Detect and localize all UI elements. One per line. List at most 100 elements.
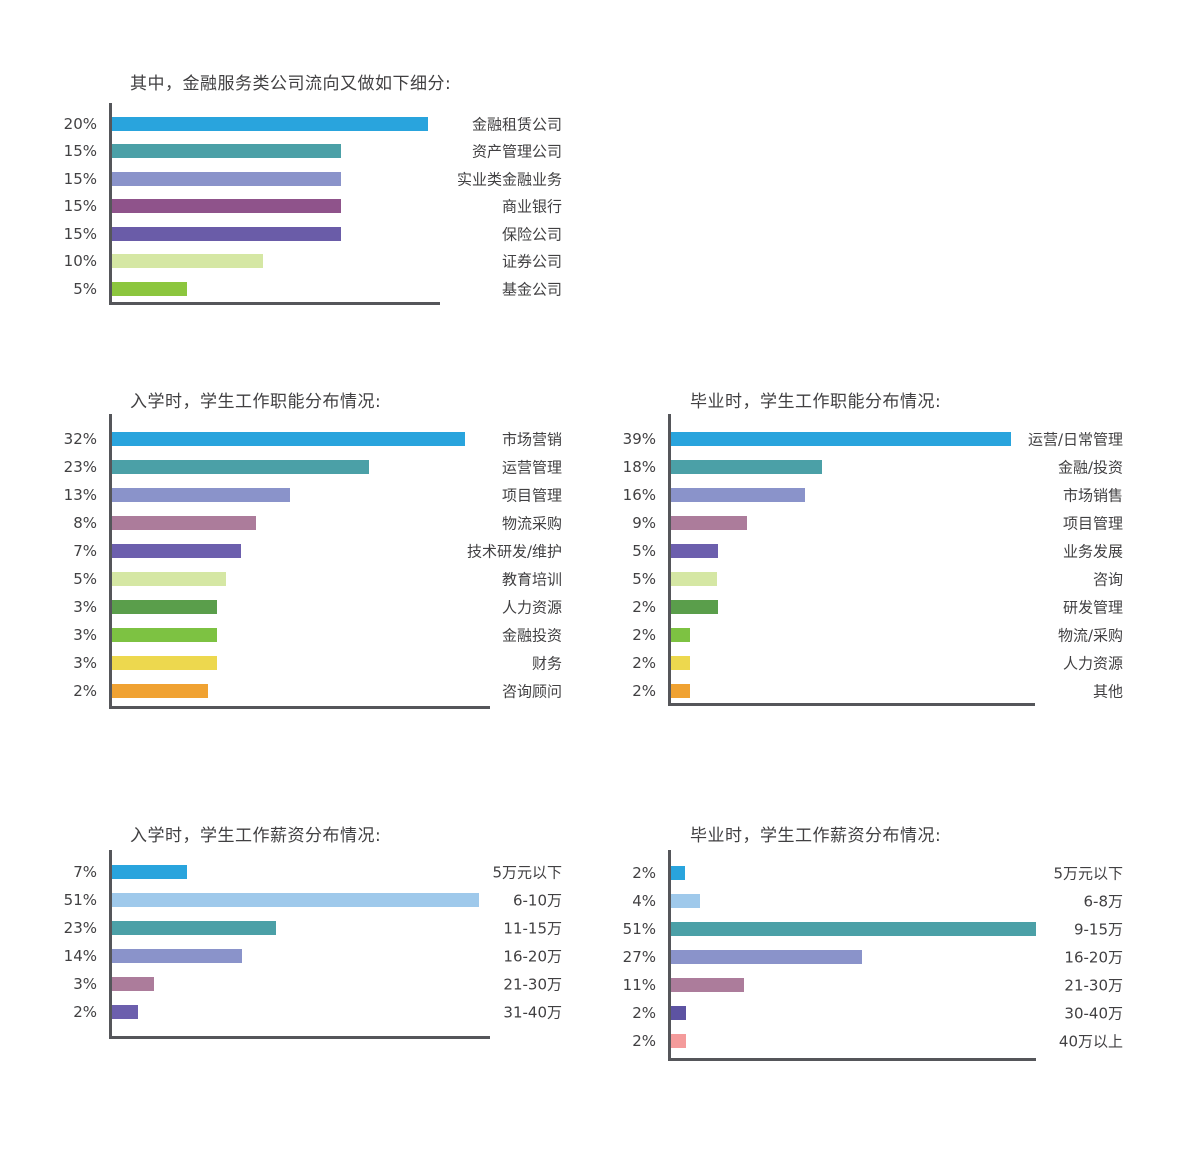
- bar-row: 23% 11-15万: [37, 914, 562, 942]
- x-axis-line: [109, 1036, 490, 1039]
- bar-row: 3% 人力资源: [37, 593, 562, 621]
- value-label: 5%: [632, 542, 656, 560]
- category-label: 咨询: [1092, 570, 1123, 589]
- value-label: 32%: [63, 430, 97, 448]
- category-label: 金融/投资: [1057, 458, 1123, 477]
- bar: [671, 656, 690, 670]
- bar-row: 3% 21-30万: [37, 970, 562, 998]
- category-label: 市场销售: [1062, 486, 1123, 505]
- value-label: 2%: [632, 1004, 656, 1022]
- value-label: 2%: [632, 626, 656, 644]
- category-label: 5万元以下: [1053, 864, 1123, 883]
- value-label: 5%: [632, 570, 656, 588]
- bar: [671, 488, 805, 502]
- bar: [112, 226, 341, 241]
- bar-row: 16% 市场销售: [596, 481, 1123, 509]
- bar: [671, 460, 822, 474]
- value-label: 15%: [63, 142, 97, 161]
- bar-row: 15% 保险公司: [37, 220, 562, 248]
- chart-title: 其中，金融服务类公司流向又做如下细分:: [130, 74, 452, 94]
- bar-row: 15% 实业类金融业务: [37, 165, 562, 193]
- bar: [112, 893, 479, 907]
- category-label: 人力资源: [1062, 654, 1123, 673]
- bar: [112, 684, 208, 698]
- y-axis-line: [109, 850, 112, 1039]
- category-label: 技术研发/维护: [466, 542, 562, 561]
- value-label: 2%: [632, 682, 656, 700]
- bar-row: 15% 资产管理公司: [37, 138, 562, 166]
- category-label: 项目管理: [501, 486, 562, 505]
- category-label: 商业银行: [501, 197, 562, 216]
- category-label: 运营管理: [501, 458, 562, 477]
- value-label: 5%: [73, 570, 97, 588]
- category-label: 21-30万: [503, 975, 562, 994]
- bar: [112, 656, 217, 670]
- bar: [671, 866, 685, 880]
- y-axis-line: [109, 103, 112, 305]
- bar-row: 2% 31-40万: [37, 998, 562, 1026]
- category-label: 教育培训: [501, 570, 562, 589]
- bar-row: 32% 市场营销: [37, 425, 562, 453]
- value-label: 18%: [622, 458, 656, 476]
- bar-row: 2% 30-40万: [596, 999, 1123, 1027]
- bar-row: 5% 业务发展: [596, 537, 1123, 565]
- bar: [112, 572, 226, 586]
- value-label: 2%: [632, 654, 656, 672]
- category-label: 40万以上: [1058, 1032, 1123, 1051]
- bar-row: 9% 项目管理: [596, 509, 1123, 537]
- value-label: 13%: [63, 486, 97, 504]
- category-label: 证券公司: [501, 252, 562, 271]
- category-label: 资产管理公司: [471, 142, 562, 161]
- bar: [671, 516, 747, 530]
- value-label: 15%: [63, 197, 97, 216]
- bar-row: 51% 9-15万: [596, 915, 1123, 943]
- bar: [112, 921, 276, 935]
- value-label: 23%: [63, 458, 97, 476]
- bar: [671, 544, 718, 558]
- x-axis-line: [668, 1058, 1036, 1061]
- bar-row: 2% 研发管理: [596, 593, 1123, 621]
- category-label: 实业类金融业务: [456, 170, 562, 189]
- bar: [112, 628, 217, 642]
- category-label: 21-30万: [1064, 976, 1123, 995]
- bar: [671, 1034, 686, 1048]
- bar: [671, 628, 690, 642]
- category-label: 6-8万: [1083, 892, 1124, 911]
- category-label: 11-15万: [503, 919, 562, 938]
- value-label: 4%: [632, 892, 656, 910]
- bar-rows: 32% 市场营销 23% 运营管理 13% 项目管理 8% 物流采购 7% 技术研发/维护 5% 教育…: [37, 425, 562, 705]
- value-label: 15%: [63, 169, 97, 188]
- bar-row: 18% 金融/投资: [596, 453, 1123, 481]
- value-label: 20%: [63, 114, 97, 133]
- category-label: 其他: [1092, 682, 1123, 701]
- bar: [112, 254, 263, 269]
- value-label: 10%: [63, 252, 97, 271]
- bar-row: 2% 其他: [596, 677, 1123, 705]
- bar-row: 2% 40万以上: [596, 1027, 1123, 1055]
- value-label: 3%: [73, 654, 97, 672]
- category-label: 人力资源: [501, 598, 562, 617]
- bar-row: 7% 5万元以下: [37, 858, 562, 886]
- bar-row: 7% 技术研发/维护: [37, 537, 562, 565]
- chart-job-function-at-enrollment: 入学时，学生工作职能分布情况: 32% 市场营销 23% 运营管理 13% 项目管理 8% 物…: [37, 387, 562, 717]
- value-label: 8%: [73, 514, 97, 532]
- chart-title: 入学时，学生工作职能分布情况:: [130, 392, 382, 412]
- bar-row: 4% 6-8万: [596, 887, 1123, 915]
- value-label: 16%: [622, 486, 656, 504]
- chart-title: 毕业时，学生工作职能分布情况:: [690, 392, 942, 412]
- value-label: 27%: [622, 948, 656, 966]
- x-axis-line: [668, 703, 1035, 706]
- value-label: 3%: [73, 626, 97, 644]
- chart-title: 毕业时，学生工作薪资分布情况:: [690, 826, 942, 846]
- bar: [112, 171, 341, 186]
- bar-row: 51% 6-10万: [37, 886, 562, 914]
- bar-rows: 20% 金融租赁公司 15% 资产管理公司 15% 实业类金融业务 15% 商业银行 15% 保险…: [37, 110, 562, 303]
- bar-row: 2% 物流/采购: [596, 621, 1123, 649]
- bar: [112, 516, 256, 530]
- bar: [112, 281, 187, 296]
- bar: [112, 600, 217, 614]
- bar: [112, 144, 341, 159]
- category-label: 运营/日常管理: [1027, 430, 1123, 449]
- bar: [112, 544, 241, 558]
- bar: [671, 922, 1036, 936]
